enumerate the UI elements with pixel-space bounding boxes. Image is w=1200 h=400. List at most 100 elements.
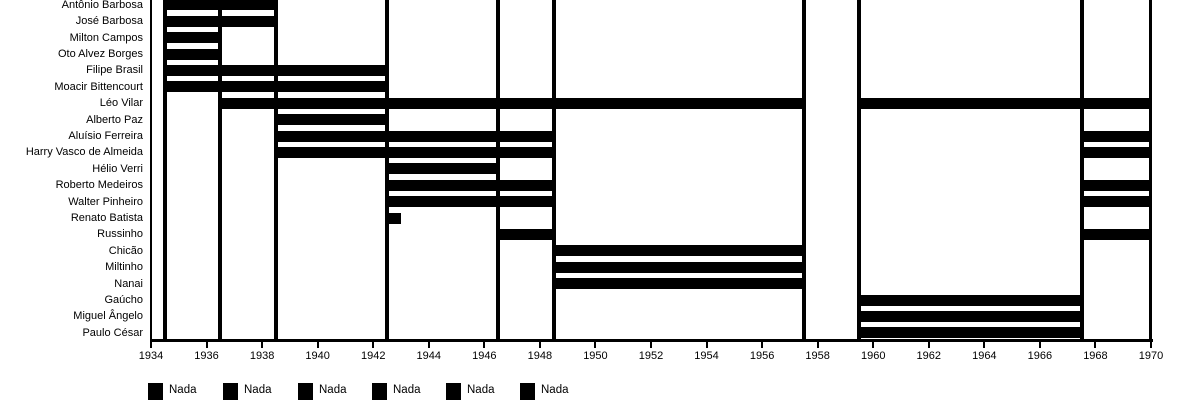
tenure-bar <box>387 163 499 175</box>
period-boundary-line <box>857 0 862 339</box>
x-tick-label: 1946 <box>472 350 497 362</box>
x-tick-label: 1956 <box>749 350 775 362</box>
tenure-bar <box>1081 130 1151 142</box>
tenure-bar <box>859 327 1082 339</box>
tenure-bar <box>498 228 554 240</box>
period-boundary-line <box>801 0 806 339</box>
period-boundary-line <box>1079 0 1084 339</box>
x-tick-label: 1944 <box>416 350 441 362</box>
period-boundary-line <box>162 0 167 339</box>
row-label: Roberto Medeiros <box>55 179 143 192</box>
tenure-bar <box>387 212 401 224</box>
row-label: Antônio Barbosa <box>61 0 143 11</box>
row-label: Gaúcho <box>104 294 143 306</box>
tenure-bar <box>387 196 554 208</box>
tenure-bar <box>1081 146 1151 158</box>
x-tick-label: 1962 <box>916 350 941 362</box>
legend-swatch <box>223 383 238 398</box>
x-tick <box>538 341 541 348</box>
row-label: Milton Campos <box>69 31 143 44</box>
row-label: Léo Vilar <box>99 97 143 110</box>
period-boundary-line <box>496 0 501 339</box>
x-tick-label: 1952 <box>638 350 664 362</box>
tenure-bar <box>164 81 388 93</box>
legend-swatch-cutoff <box>520 398 535 400</box>
x-tick-label: 1936 <box>194 350 219 362</box>
legend-swatch <box>298 383 313 398</box>
x-tick-label: 1940 <box>305 350 330 362</box>
x-tick <box>705 341 708 348</box>
legend-label: Nada <box>169 384 197 396</box>
legend-swatch-cutoff <box>148 398 163 400</box>
row-label: Russinho <box>97 228 143 241</box>
tenure-bar <box>1081 228 1151 240</box>
tenure-bar <box>276 114 388 126</box>
x-tick-label: 1934 <box>138 350 164 362</box>
x-tick <box>927 341 930 348</box>
row-label: Alberto Paz <box>86 113 143 126</box>
legend-label: Nada <box>244 384 272 396</box>
row-label: Walter Pinheiro <box>68 195 143 208</box>
legend-label: Nada <box>467 384 495 396</box>
row-label: Renato Batista <box>70 212 143 224</box>
row-label: Miguel Ângelo <box>73 310 143 323</box>
row-label: Chicão <box>108 244 143 257</box>
x-tick <box>650 341 652 348</box>
bottom-spine <box>149 339 1153 342</box>
row-label: Oto Alvez Borges <box>58 48 143 60</box>
x-tick <box>261 341 264 348</box>
row-label: Aluísio Ferreira <box>68 130 143 142</box>
tenure-bar <box>553 278 804 290</box>
period-boundary-line <box>274 0 278 339</box>
x-tick-label: 1950 <box>583 350 608 362</box>
period-boundary-line <box>551 0 556 339</box>
tenure-bar <box>859 97 1151 109</box>
row-label: Harry Vasco de Almeida <box>25 146 143 159</box>
row-label: Miltinho <box>105 261 143 274</box>
tenure-bar <box>164 0 276 11</box>
row-label: Nanai <box>114 277 143 290</box>
tenure-bar <box>164 32 221 44</box>
legend-swatch-cutoff <box>372 398 387 400</box>
tenure-bar <box>859 294 1082 306</box>
row-label: Hélio Verri <box>92 162 143 175</box>
x-tick <box>205 341 208 348</box>
x-tick <box>150 341 152 348</box>
legend-swatch <box>446 383 461 398</box>
legend-swatch <box>520 383 535 398</box>
x-tick-label: 1942 <box>360 350 386 362</box>
legend-swatch-cutoff <box>298 398 313 400</box>
right-spine <box>1148 0 1152 341</box>
tenure-bar <box>276 146 554 158</box>
legend-swatch <box>148 383 163 398</box>
x-tick-label: 1960 <box>860 350 886 362</box>
left-spine <box>149 0 152 341</box>
legend-swatch <box>372 383 387 398</box>
x-tick <box>594 341 597 348</box>
x-tick <box>372 341 375 348</box>
tenure-bar <box>859 310 1082 322</box>
tenure-bar <box>164 64 388 76</box>
tenure-bar <box>1081 179 1151 191</box>
x-tick <box>761 341 764 348</box>
tenure-bar <box>387 179 554 191</box>
tenure-bar <box>164 48 221 60</box>
row-label: Moacir Bittencourt <box>54 80 143 93</box>
legend-swatch-cutoff <box>446 398 461 400</box>
x-tick <box>816 341 819 348</box>
x-tick-label: 1954 <box>694 350 719 362</box>
x-tick <box>1150 341 1152 348</box>
x-tick <box>872 341 875 348</box>
row-label: Filipe Brasil <box>86 64 143 77</box>
tenure-bar <box>553 245 804 257</box>
legend-label: Nada <box>541 384 569 396</box>
x-tick-label: 1970 <box>1138 350 1164 362</box>
x-tick-label: 1948 <box>527 350 553 362</box>
x-tick-label: 1966 <box>1027 350 1053 362</box>
row-label: José Barbosa <box>75 15 143 28</box>
